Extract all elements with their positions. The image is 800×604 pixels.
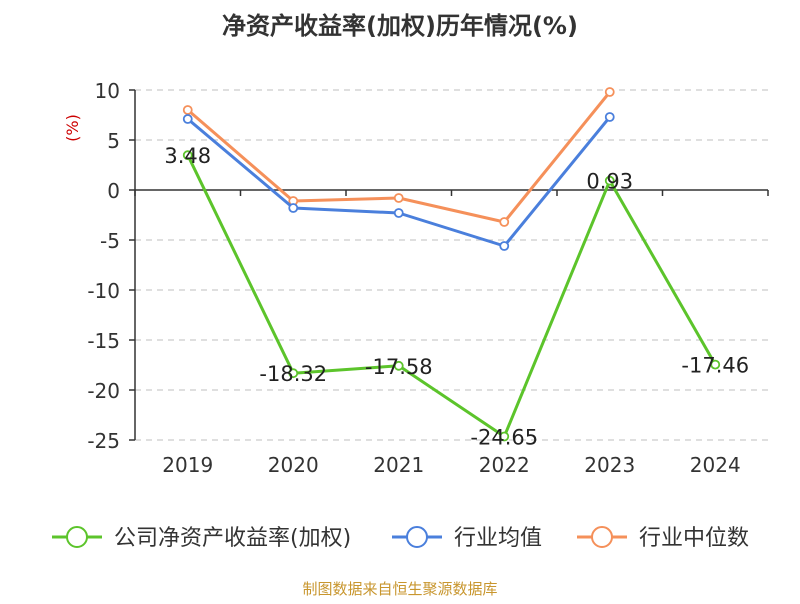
legend-item[interactable]: 行业均值 [392, 526, 542, 551]
data-label: -24.65 [470, 426, 538, 450]
data-point [288, 203, 299, 213]
data-point [499, 431, 510, 442]
source-note: 制图数据来自恒生聚源数据库 [302, 580, 497, 598]
data-point [604, 112, 615, 122]
legend-label: 行业中位数 [639, 526, 749, 551]
data-label: 0.93 [586, 170, 633, 194]
y-tick-label: 0 [107, 179, 120, 203]
y-tick-label: -25 [87, 429, 120, 453]
legend-item[interactable]: 行业中位数 [577, 526, 749, 551]
grid-lines [135, 89, 768, 441]
legend-swatch-marker [591, 526, 613, 548]
axes: 10 5 0 -5 -10 -15 -20 -25 2019 2020 2021 2022 2023 20… [87, 79, 769, 477]
data-point [604, 87, 615, 97]
legend-item[interactable]: 公司净资产收益率(加权) [52, 526, 351, 551]
data-point [182, 105, 193, 115]
x-tick-label: 2021 [373, 453, 424, 477]
legend-label: 公司净资产收益率(加权) [114, 526, 351, 551]
series-line [186, 154, 717, 438]
x-tick-label: 2023 [584, 453, 635, 477]
x-tick-label: 2019 [162, 453, 213, 477]
y-axis-label: (%) [63, 114, 82, 142]
data-labels: 3.48 -18.32 -17.58 -24.65 0.93 -17.46 [164, 144, 749, 449]
y-tick-label: 10 [95, 79, 120, 103]
data-point [393, 193, 404, 203]
series-lines [182, 87, 721, 442]
data-point [604, 175, 615, 186]
data-label: -17.58 [365, 355, 433, 379]
chart-title: 净资产收益率(加权)历年情况(%) [222, 12, 578, 40]
data-point [182, 114, 193, 124]
data-point [499, 217, 510, 227]
y-tick-label: -10 [87, 279, 120, 303]
x-tick-label: 2020 [268, 453, 319, 477]
data-point [393, 360, 404, 371]
data-point [288, 368, 299, 379]
legend: 公司净资产收益率(加权) 行业均值 行业中位数 [52, 526, 749, 551]
data-point [393, 208, 404, 218]
y-tick-label: -20 [87, 379, 120, 403]
legend-label: 行业均值 [454, 526, 542, 551]
x-tick-label: 2024 [690, 453, 741, 477]
data-point [499, 241, 510, 251]
data-label: 3.48 [164, 144, 211, 168]
legend-swatch-marker [66, 526, 88, 548]
x-tick-label: 2022 [479, 453, 530, 477]
series-line [186, 116, 611, 248]
legend-swatch-marker [406, 526, 428, 548]
data-label: -18.32 [259, 362, 327, 386]
y-tick-label: 5 [107, 129, 120, 153]
data-point [182, 150, 193, 161]
y-tick-label: -5 [100, 229, 120, 253]
data-label: -17.46 [681, 354, 749, 378]
y-tick-label: -15 [87, 329, 120, 353]
data-point [710, 359, 721, 370]
